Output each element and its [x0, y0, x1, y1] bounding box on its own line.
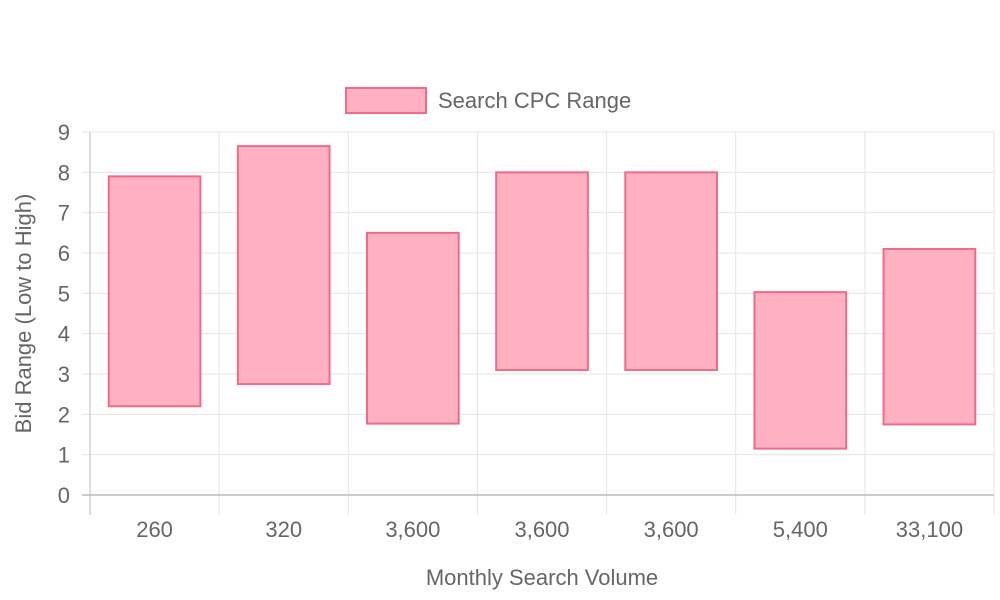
x-tick-label: 3,600 [644, 517, 699, 542]
x-tick-label: 33,100 [896, 517, 963, 542]
y-axis-title: Bid Range (Low to High) [11, 194, 36, 434]
y-tick-label: 1 [58, 443, 70, 468]
y-tick-label: 4 [58, 322, 70, 347]
y-tick-label: 0 [58, 483, 70, 508]
y-tick-label: 2 [58, 402, 70, 427]
y-tick-label: 6 [58, 241, 70, 266]
x-axis-title: Monthly Search Volume [426, 565, 658, 590]
x-tick-label: 5,400 [773, 517, 828, 542]
range-bar[interactable] [495, 171, 589, 371]
y-tick-label: 5 [58, 281, 70, 306]
range-bar[interactable] [107, 175, 202, 408]
axes: 0 1 2 3 4 5 6 7 8 9 260 320 3,600 3,600 3,600 5,400 33,1… [58, 120, 994, 542]
y-tick-label: 7 [58, 201, 70, 226]
bars [107, 145, 977, 450]
legend-swatch [345, 87, 427, 114]
x-tick-label: 3,600 [514, 517, 569, 542]
range-bar[interactable] [753, 291, 848, 450]
range-bar[interactable] [882, 247, 977, 426]
y-tick-label: 9 [58, 120, 70, 145]
range-bar[interactable] [236, 145, 331, 386]
y-tick-label: 8 [58, 160, 70, 185]
y-tick-label: 3 [58, 362, 70, 387]
range-bar[interactable] [624, 171, 718, 371]
legend[interactable]: Search CPC Range [345, 87, 631, 114]
range-bar[interactable] [366, 231, 460, 425]
legend-label: Search CPC Range [438, 88, 631, 113]
x-tick-label: 320 [265, 517, 302, 542]
x-tick-label: 3,600 [385, 517, 440, 542]
x-tick-label: 260 [136, 517, 173, 542]
